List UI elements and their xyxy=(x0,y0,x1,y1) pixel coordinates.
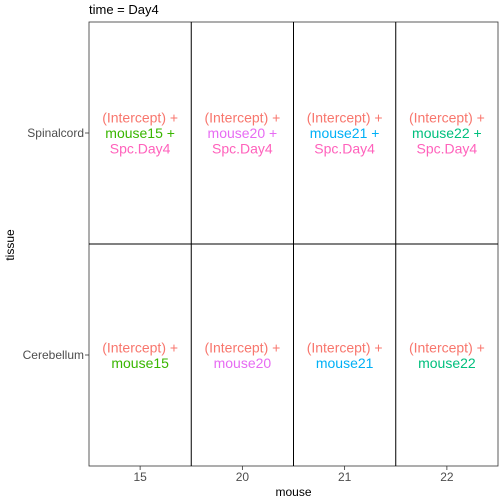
cell-label: (Intercept) + xyxy=(102,339,178,355)
cell-label: (Intercept) + xyxy=(409,339,485,355)
cell-label: mouse15 xyxy=(111,355,169,371)
cell-label: mouse22 xyxy=(418,355,476,371)
y-tick-label: Spinalcord xyxy=(27,126,84,140)
cell-label: mouse20 xyxy=(214,355,272,371)
cell-label: mouse15 + xyxy=(105,125,175,141)
cell-label: mouse21 xyxy=(316,355,374,371)
chart-title: time = Day4 xyxy=(89,2,159,17)
cell-label: Spc.Day4 xyxy=(110,141,171,157)
cell-label: mouse22 + xyxy=(412,125,482,141)
cell-label: (Intercept) + xyxy=(204,339,280,355)
x-axis-title: mouse xyxy=(275,485,311,499)
cell-label: (Intercept) + xyxy=(204,110,280,126)
cell-label: Spc.Day4 xyxy=(314,141,375,157)
y-axis-title: tissue xyxy=(3,229,17,261)
x-tick-label: 21 xyxy=(338,470,352,484)
cell-label: Spc.Day4 xyxy=(212,141,273,157)
plot-panel: 15 20 21 22 Spinalcord Cerebellum (Intercept) … xyxy=(23,21,499,484)
y-tick-label: Cerebellum xyxy=(23,348,84,362)
cell-label: (Intercept) + xyxy=(102,110,178,126)
cell-label: (Intercept) + xyxy=(307,339,383,355)
cell-label: (Intercept) + xyxy=(409,110,485,126)
cell-label: mouse21 + xyxy=(310,125,380,141)
cell-label: Spc.Day4 xyxy=(417,141,478,157)
cell-label: (Intercept) + xyxy=(307,110,383,126)
x-tick-label: 20 xyxy=(236,470,250,484)
cell-label: mouse20 + xyxy=(208,125,278,141)
x-tick-label: 15 xyxy=(133,470,147,484)
x-tick-label: 22 xyxy=(440,470,454,484)
